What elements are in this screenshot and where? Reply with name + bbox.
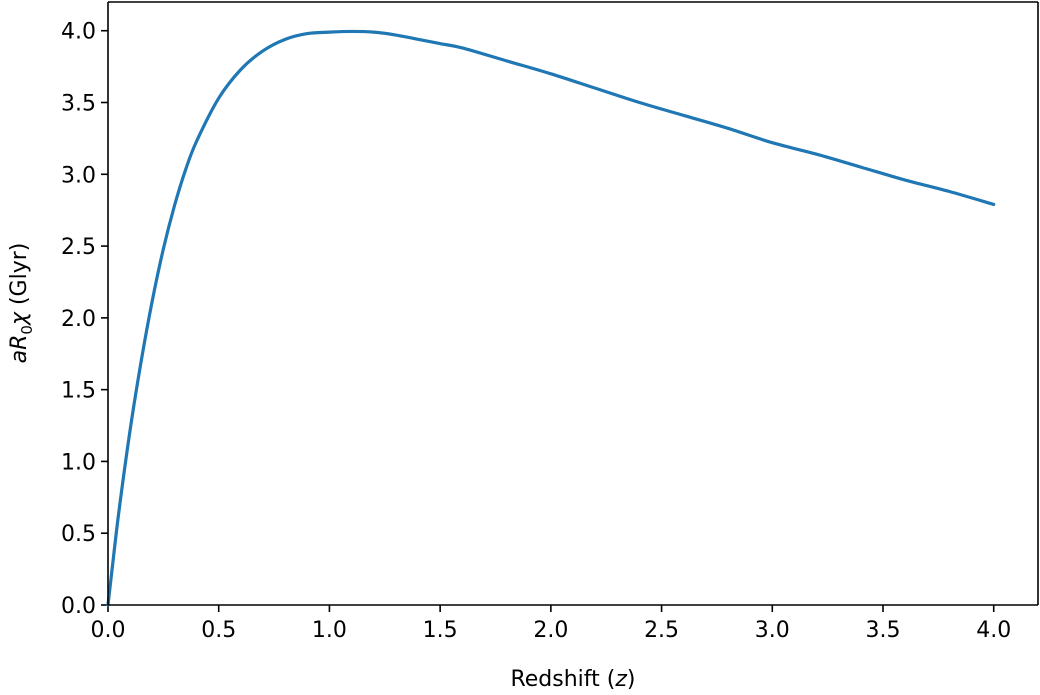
x-tick-label: 0.0: [91, 618, 126, 643]
x-tick-label: 3.0: [755, 618, 790, 643]
y-tick-label: 3.5: [61, 92, 96, 117]
y-tick-label: 0.5: [61, 522, 96, 547]
x-tick-label: 1.0: [312, 618, 347, 643]
y-tick-label: 1.5: [61, 379, 96, 404]
x-tick-label: 1.5: [423, 618, 458, 643]
x-tick-label: 3.5: [866, 618, 901, 643]
x-axis-label: Redshift (z): [510, 667, 635, 692]
x-tick-label: 4.0: [976, 618, 1011, 643]
x-axis-ticks: 0.0 0.5 1.0 1.5 2.0 2.5 3.0 3.5 4.0: [91, 605, 1011, 643]
plot-frame: [107, 1, 1039, 606]
y-axis-label: aR0χ (Glyr): [7, 243, 36, 364]
y-tick-label: 0.0: [61, 594, 96, 619]
y-tick-label: 2.5: [61, 235, 96, 260]
y-tick-label: 1.0: [61, 450, 96, 475]
x-tick-label: 2.5: [644, 618, 679, 643]
y-axis-ticks: 0.0 0.5 1.0 1.5 2.0 2.5 3.0 3.5 4.0: [61, 20, 108, 619]
x-tick-label: 0.5: [201, 618, 236, 643]
y-tick-label: 4.0: [61, 20, 96, 45]
y-tick-label: 2.0: [61, 307, 96, 332]
x-tick-label: 2.0: [533, 618, 568, 643]
series-line: [106, 29, 996, 607]
y-tick-label: 3.0: [61, 163, 96, 188]
